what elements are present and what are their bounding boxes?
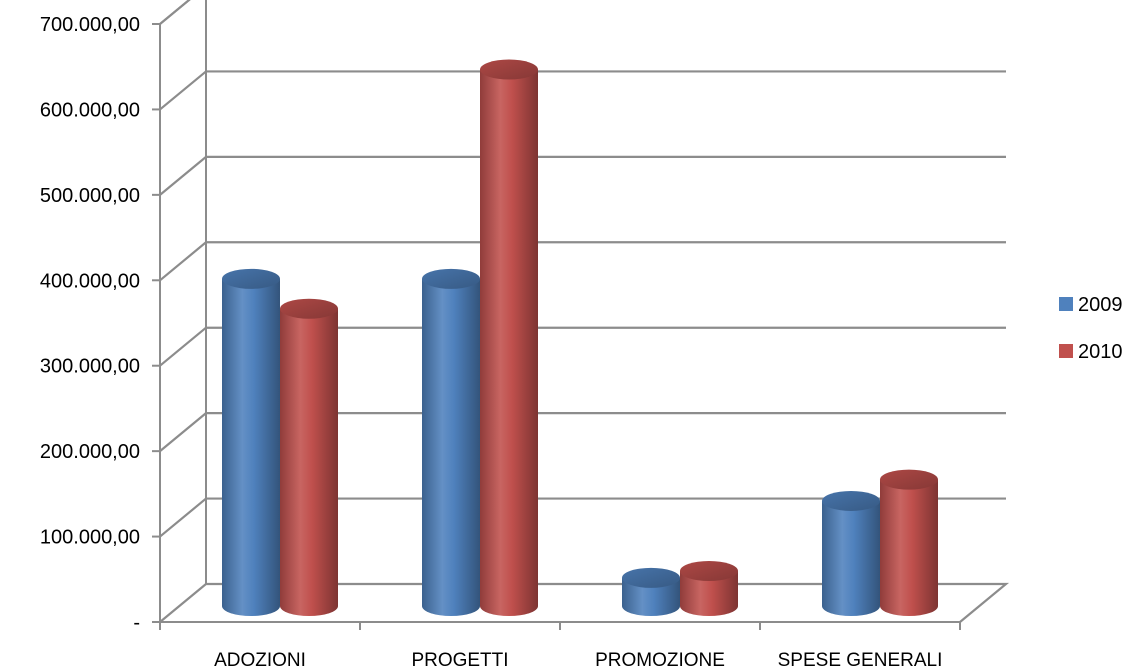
bar-top: [222, 268, 280, 289]
legend: 2009 2010: [1059, 294, 1123, 363]
x-category-label: PROGETTI: [411, 650, 508, 671]
y-tick-label: 100.000,00: [40, 527, 140, 549]
gridline-5: [159, 155, 1006, 196]
gridline-6: [159, 70, 1006, 111]
bars: [222, 59, 938, 617]
x-category-label: PROMOZIONE: [595, 650, 725, 671]
y-tick-label: 400.000,00: [40, 270, 140, 292]
legend-label-2010: 2010: [1078, 341, 1123, 363]
y-tick-label: 200.000,00: [40, 441, 140, 463]
bar-2010-promozione: [680, 560, 738, 616]
bar-top: [622, 567, 680, 588]
gridline-7: [159, 0, 191, 25]
y-axis-top-diagonal: [159, 0, 191, 25]
bar-body: [280, 308, 338, 616]
bar-body: [222, 278, 280, 616]
legend-label-2009: 2009: [1078, 294, 1123, 316]
bar-body: [822, 500, 880, 616]
y-tick-label: -: [133, 612, 140, 634]
bar-body: [680, 570, 738, 616]
bar-2009-spese-generali: [822, 490, 880, 616]
legend-swatch-2009: [1059, 297, 1073, 311]
y-tick-label: 300.000,00: [40, 356, 140, 378]
y-tick-label: 700.000,00: [40, 14, 140, 36]
bar-2010-spese-generali: [880, 469, 938, 616]
y-tick-label: 600.000,00: [40, 99, 140, 121]
floor-outline: [159, 582, 1010, 623]
bar-2010-adozioni: [280, 298, 338, 616]
bar-body: [880, 479, 938, 616]
bar-body: [480, 69, 538, 617]
bar-top: [422, 268, 480, 289]
bar-2010-progetti: [480, 59, 538, 617]
bar-top: [880, 469, 938, 490]
bar-top: [822, 490, 880, 511]
axes: [152, 0, 961, 630]
y-axis-tick-labels: - 100.000,00 200.000,00 300.000,00 400.000,0…: [40, 14, 140, 634]
bar-2009-adozioni: [222, 268, 280, 616]
bar-top: [280, 298, 338, 319]
bar-2009-progetti: [422, 268, 480, 616]
y-tick-label: 500.000,00: [40, 185, 140, 207]
x-category-label: SPESE GENERALI: [778, 650, 943, 671]
bar-2009-promozione: [622, 567, 680, 616]
bar-body: [622, 577, 680, 616]
bar-body: [422, 278, 480, 616]
bar-top: [480, 59, 538, 80]
legend-swatch-2010: [1059, 344, 1073, 358]
bar-top: [680, 560, 738, 581]
gridline-4: [159, 241, 1006, 282]
x-category-label: ADOZIONI: [214, 650, 306, 671]
x-axis-category-labels: ADOZIONI PROGETTI PROMOZIONE SPESE GENERALI: [214, 650, 942, 671]
